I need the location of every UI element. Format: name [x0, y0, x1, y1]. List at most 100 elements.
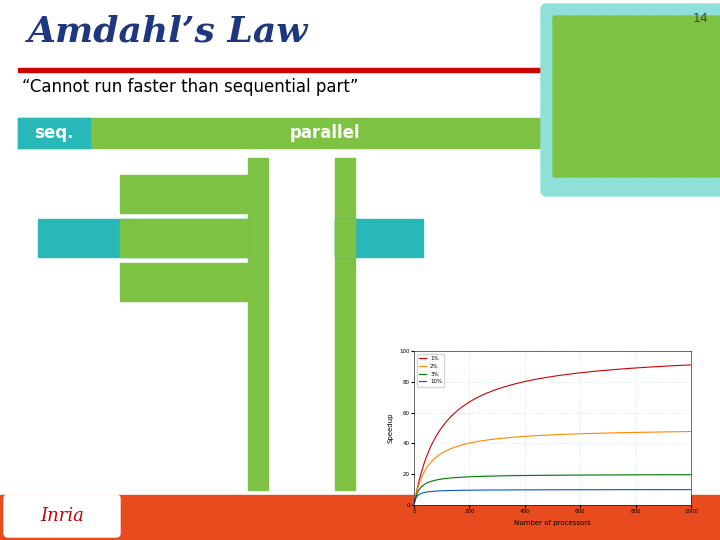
FancyBboxPatch shape — [593, 156, 614, 177]
FancyBboxPatch shape — [673, 116, 694, 137]
FancyBboxPatch shape — [613, 156, 634, 177]
FancyBboxPatch shape — [553, 76, 574, 97]
FancyBboxPatch shape — [553, 116, 574, 137]
FancyBboxPatch shape — [693, 76, 714, 97]
FancyBboxPatch shape — [613, 56, 634, 77]
FancyBboxPatch shape — [553, 136, 574, 157]
Line: 3%: 3% — [414, 475, 691, 503]
FancyBboxPatch shape — [593, 96, 614, 117]
FancyBboxPatch shape — [653, 56, 674, 77]
FancyBboxPatch shape — [713, 56, 720, 77]
3% — [532, 472, 541, 478]
Y-axis label: Speedup: Speedup — [388, 413, 394, 443]
FancyBboxPatch shape — [653, 116, 674, 137]
FancyBboxPatch shape — [573, 36, 594, 57]
FancyBboxPatch shape — [4, 495, 120, 537]
1% — [600, 367, 608, 374]
FancyBboxPatch shape — [633, 96, 654, 117]
Line: 10%: 10% — [414, 490, 691, 503]
FancyBboxPatch shape — [553, 156, 574, 177]
2% — [626, 429, 634, 436]
FancyBboxPatch shape — [633, 136, 654, 157]
Bar — [335, 219, 423, 257]
FancyBboxPatch shape — [541, 4, 720, 196]
FancyBboxPatch shape — [573, 16, 594, 37]
FancyBboxPatch shape — [713, 16, 720, 37]
FancyBboxPatch shape — [573, 156, 594, 177]
FancyBboxPatch shape — [673, 56, 694, 77]
FancyBboxPatch shape — [613, 36, 634, 57]
Text: “Cannot run faster than sequential part”: “Cannot run faster than sequential part” — [22, 78, 359, 96]
FancyBboxPatch shape — [593, 16, 614, 37]
10% — [600, 487, 608, 493]
Text: 14: 14 — [692, 12, 708, 25]
FancyBboxPatch shape — [653, 136, 674, 157]
FancyBboxPatch shape — [653, 76, 674, 97]
Bar — [335, 219, 355, 257]
FancyBboxPatch shape — [673, 156, 694, 177]
Bar — [38, 219, 248, 257]
FancyBboxPatch shape — [553, 56, 574, 77]
FancyBboxPatch shape — [633, 16, 654, 37]
FancyBboxPatch shape — [693, 56, 714, 77]
Legend: 1%, 2%, 3%, 10%: 1%, 2%, 3%, 10% — [417, 354, 444, 387]
FancyBboxPatch shape — [653, 96, 674, 117]
FancyBboxPatch shape — [713, 36, 720, 57]
FancyBboxPatch shape — [593, 136, 614, 157]
FancyBboxPatch shape — [693, 156, 714, 177]
FancyBboxPatch shape — [593, 76, 614, 97]
10% — [522, 487, 531, 493]
FancyBboxPatch shape — [613, 96, 634, 117]
Bar — [18, 118, 90, 148]
FancyBboxPatch shape — [693, 116, 714, 137]
FancyBboxPatch shape — [593, 116, 614, 137]
FancyBboxPatch shape — [693, 36, 714, 57]
FancyBboxPatch shape — [673, 136, 694, 157]
Text: parallel: parallel — [289, 124, 360, 142]
FancyBboxPatch shape — [713, 96, 720, 117]
FancyBboxPatch shape — [653, 16, 674, 37]
FancyBboxPatch shape — [613, 136, 634, 157]
FancyBboxPatch shape — [633, 156, 654, 177]
Line: 1%: 1% — [414, 365, 691, 503]
3% — [687, 471, 696, 478]
1% — [626, 365, 634, 372]
FancyBboxPatch shape — [653, 36, 674, 57]
FancyBboxPatch shape — [573, 76, 594, 97]
FancyBboxPatch shape — [653, 156, 674, 177]
Bar — [0, 495, 720, 540]
X-axis label: Number of processors: Number of processors — [514, 519, 591, 525]
FancyBboxPatch shape — [573, 96, 594, 117]
Bar — [120, 175, 248, 213]
1% — [631, 364, 639, 371]
Line: 2%: 2% — [414, 431, 691, 503]
2% — [631, 429, 639, 436]
3% — [600, 472, 608, 478]
2% — [522, 433, 531, 440]
1% — [438, 423, 447, 430]
10% — [687, 487, 696, 493]
FancyBboxPatch shape — [553, 16, 574, 37]
FancyBboxPatch shape — [573, 136, 594, 157]
FancyBboxPatch shape — [693, 96, 714, 117]
Bar — [18, 68, 583, 72]
10% — [438, 488, 447, 494]
2% — [438, 449, 447, 456]
3% — [410, 500, 418, 507]
FancyBboxPatch shape — [593, 56, 614, 77]
2% — [532, 433, 541, 439]
FancyBboxPatch shape — [693, 136, 714, 157]
10% — [626, 487, 634, 493]
FancyBboxPatch shape — [573, 56, 594, 77]
1% — [410, 500, 418, 507]
3% — [631, 471, 639, 478]
Bar — [335, 158, 355, 490]
1% — [532, 376, 541, 382]
10% — [532, 487, 541, 493]
Text: Inria: Inria — [40, 507, 84, 525]
1% — [522, 378, 531, 384]
FancyBboxPatch shape — [673, 16, 694, 37]
FancyBboxPatch shape — [713, 76, 720, 97]
Text: Amdahl’s Law: Amdahl’s Law — [28, 15, 308, 49]
FancyBboxPatch shape — [713, 136, 720, 157]
